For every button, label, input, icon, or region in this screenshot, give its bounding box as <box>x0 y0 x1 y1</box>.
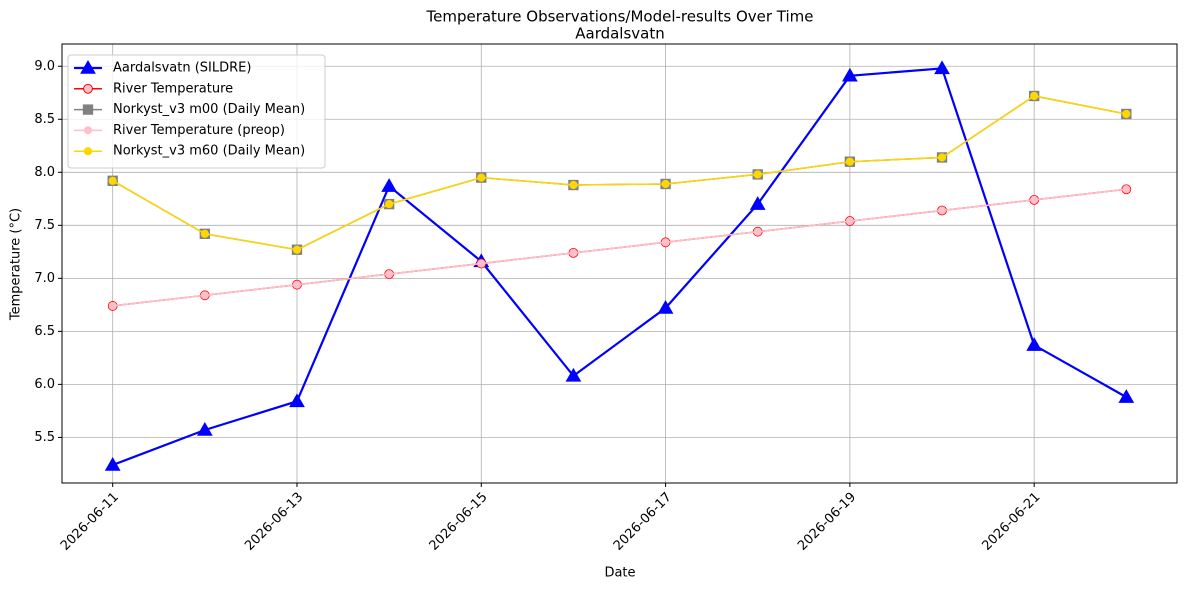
plot-frame <box>61 43 1178 484</box>
x-tick-label: 2026-06-19 <box>795 490 859 554</box>
legend: Aardalsvatn (SILDRE) River Temperature Nor… <box>67 54 326 169</box>
legend-label: Norkyst_v3 m60 (Daily Mean) <box>113 144 305 159</box>
marker <box>200 229 209 238</box>
marker <box>200 291 209 300</box>
marker <box>289 393 305 408</box>
series <box>108 185 1131 311</box>
y-tick-label: 8.5 <box>34 112 55 127</box>
legend-label: Norkyst_v3 m00 (Daily Mean) <box>113 102 305 117</box>
series-line <box>112 188 1127 307</box>
marker <box>83 126 93 135</box>
marker <box>292 280 302 289</box>
legend-label: River Temperature <box>113 81 233 96</box>
y-tick-label: 8.0 <box>34 165 55 180</box>
marker <box>934 60 950 75</box>
x-tick-label: 2026-06-17 <box>611 490 675 554</box>
chart-subtitle: Aardalsvatn <box>575 25 665 43</box>
marker <box>1026 337 1043 351</box>
x-axis-label: Date <box>604 566 635 581</box>
legend-label: Aardalsvatn (SILDRE) <box>113 61 251 76</box>
marker <box>1118 389 1135 403</box>
y-tick-label: 7.0 <box>34 271 55 286</box>
series-line <box>112 95 1127 251</box>
x-tick-label: 2026-06-13 <box>242 490 306 554</box>
marker <box>83 83 93 94</box>
marker <box>104 456 121 471</box>
marker <box>661 238 670 247</box>
marker <box>80 59 96 74</box>
marker <box>569 248 578 257</box>
marker <box>292 245 302 254</box>
chart-title: Temperature Observations/Model-results O… <box>425 8 813 26</box>
marker <box>385 270 394 279</box>
marker <box>1122 109 1131 119</box>
marker <box>569 180 578 190</box>
y-tick-label: 9.0 <box>34 59 55 74</box>
marker <box>83 147 93 156</box>
y-axis-label: Temperature (°C) <box>9 208 24 321</box>
y-tick-label: 5.5 <box>34 430 55 445</box>
x-tick-label: 2026-06-21 <box>979 490 1043 554</box>
marker <box>1122 185 1131 194</box>
marker <box>661 179 670 189</box>
marker <box>1030 195 1039 204</box>
y-tick-label: 7.5 <box>34 218 55 233</box>
y-tick-label: 6.5 <box>34 324 55 339</box>
legend-box <box>67 54 326 169</box>
marker <box>657 300 674 314</box>
marker <box>82 104 94 115</box>
marker <box>381 178 397 192</box>
marker <box>845 157 854 166</box>
legend-label: River Temperature (preop) <box>113 123 285 138</box>
marker <box>477 259 486 268</box>
marker <box>108 301 117 311</box>
marker <box>937 206 947 215</box>
x-tick-label: 2026-06-11 <box>58 490 122 554</box>
x-tick-label: 2026-06-15 <box>427 490 491 554</box>
marker <box>842 67 858 82</box>
marker <box>1030 91 1039 101</box>
marker <box>565 367 582 382</box>
marker <box>937 153 947 162</box>
series-line <box>112 67 1127 467</box>
series <box>108 91 1131 254</box>
marker <box>108 176 117 185</box>
marker <box>196 421 213 436</box>
y-tick-label: 6.0 <box>34 377 55 392</box>
marker <box>385 200 394 209</box>
marker <box>753 170 762 179</box>
marker <box>477 173 486 182</box>
marker <box>753 227 762 236</box>
marker <box>845 216 854 226</box>
marker <box>749 196 766 210</box>
